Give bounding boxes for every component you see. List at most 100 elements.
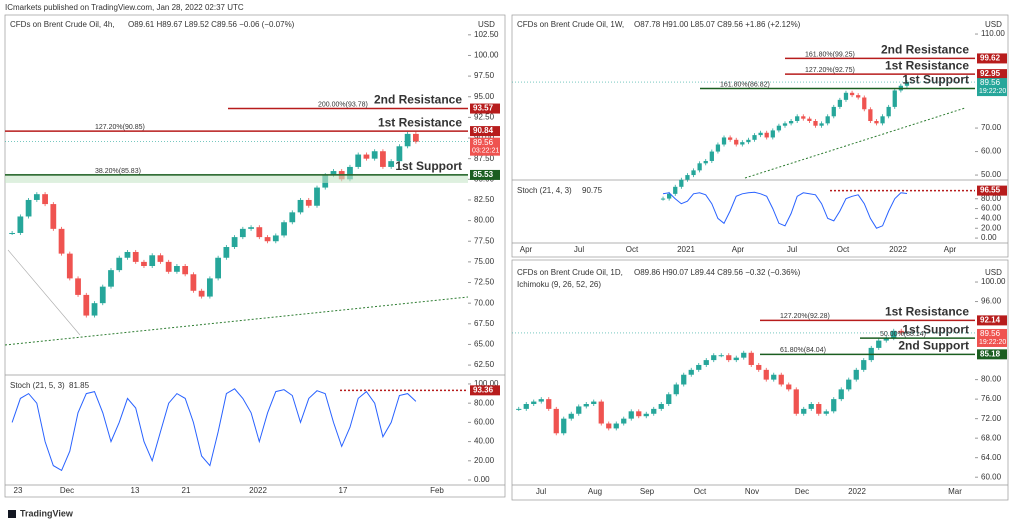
y-tick-label: 70.00 [474, 298, 495, 307]
candle [17, 216, 24, 233]
fib-label: 50.00%(88.14) [880, 331, 926, 338]
candle [66, 253, 73, 279]
candle [621, 418, 627, 424]
candle [846, 379, 852, 390]
price-tag [470, 126, 500, 137]
x-tick-label: Sep [640, 487, 655, 496]
candle [538, 399, 544, 402]
candle [673, 384, 679, 395]
y-tick-label: 20.00 [981, 223, 1002, 232]
level-name: 1st Resistance [885, 58, 969, 72]
fib-label: 161.80%(99.25) [805, 51, 855, 58]
level-name: 1st Resistance [885, 305, 969, 319]
candle [289, 212, 296, 223]
x-tick-label: 23 [14, 486, 23, 495]
candle [752, 135, 757, 140]
candle [874, 121, 879, 124]
candle [206, 278, 213, 297]
x-tick-label: Jul [574, 245, 584, 254]
trendline [4, 296, 469, 346]
y-tick-label: 82.50 [474, 195, 495, 204]
y-tick-label: 100.00 [981, 277, 1006, 286]
x-tick-label: Apr [944, 245, 957, 254]
candle [843, 92, 849, 100]
x-tick-label: 2022 [848, 487, 866, 496]
candle [613, 423, 619, 429]
candle [778, 374, 784, 385]
candle [849, 92, 855, 96]
y-tick-label: 80.00 [474, 398, 495, 407]
candle [788, 121, 794, 124]
y-tick-label: 68.00 [981, 433, 1002, 442]
fib-label: 200.00%(93.78) [318, 101, 368, 108]
candle [636, 411, 642, 417]
fib-label: 61.80%(84.04) [780, 347, 826, 354]
price-tag-label: 92.14 [980, 315, 1001, 324]
level-name: 2nd Support [898, 339, 969, 353]
y-tick-label: 97.50 [474, 71, 495, 80]
candle [606, 423, 612, 429]
countdown: 19:22:20 [979, 88, 1006, 95]
fib-label: 127.20%(90.85) [95, 124, 145, 131]
candle [758, 132, 763, 136]
candle [157, 255, 164, 262]
x-tick-label: 2022 [249, 486, 267, 495]
candle [764, 132, 769, 138]
fib-label: 127.20%(92.28) [780, 313, 830, 320]
x-tick-label: Oct [837, 245, 850, 254]
candle [838, 389, 844, 400]
candle [819, 123, 824, 126]
candle [523, 404, 529, 409]
currency: USD [985, 20, 1002, 29]
y-tick-label: 50.00 [981, 170, 1002, 179]
candle [568, 413, 574, 419]
y-tick-label: 80.00 [981, 194, 1002, 203]
x-tick-label: Apr [520, 245, 533, 254]
candle [816, 404, 822, 414]
currency: USD [985, 268, 1002, 277]
candle [813, 121, 818, 126]
x-tick-label: 2021 [677, 245, 695, 254]
candle [83, 294, 90, 316]
candle [666, 394, 672, 405]
candle [793, 389, 799, 414]
candle [891, 330, 897, 339]
y-tick-label: 60.00 [474, 417, 495, 426]
candle [33, 194, 40, 200]
candle [807, 118, 812, 122]
candle [116, 257, 123, 271]
stoch-line [11, 388, 417, 472]
candle [628, 411, 634, 419]
candle [553, 408, 559, 434]
candle [190, 274, 197, 291]
candle [531, 401, 537, 405]
candle [174, 266, 180, 272]
price-tag-label: 99.62 [980, 54, 1001, 63]
y-tick-label: 72.00 [981, 414, 1002, 423]
candle [651, 408, 657, 414]
candle [831, 106, 836, 117]
countdown: 19:22:20 [979, 339, 1006, 346]
candle [688, 369, 694, 375]
candle [658, 404, 664, 409]
x-tick-label: Mar [948, 487, 962, 496]
y-tick-label: 40.00 [474, 437, 495, 446]
candle [691, 170, 696, 176]
x-tick-label: Oct [626, 245, 639, 254]
level-name: 1st Support [395, 159, 462, 173]
ohlc: O87.78 H91.00 L85.07 C89.56 +1.86 (+2.12… [634, 20, 801, 29]
y-tick-label: 80.00 [474, 216, 495, 225]
support-zone [5, 173, 468, 183]
price-tag [470, 103, 500, 114]
y-tick-label: 20.00 [474, 456, 495, 465]
x-tick-label: Apr [732, 245, 745, 254]
candle [880, 116, 885, 124]
trendline [744, 107, 966, 179]
candle [182, 266, 189, 275]
candle [853, 369, 859, 380]
y-tick-label: 60.00 [981, 472, 1002, 481]
candle [363, 154, 370, 159]
x-tick-label: Jul [536, 487, 546, 496]
y-tick-label: 40.00 [981, 214, 1002, 223]
